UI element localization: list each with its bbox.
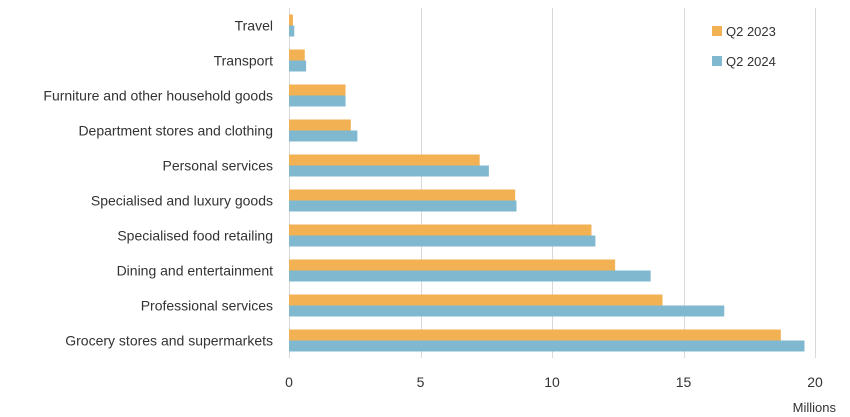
bar-q2-2023-3 bbox=[289, 119, 351, 131]
bar-q2-2024-9 bbox=[289, 340, 805, 352]
bar-q2-2024-5 bbox=[289, 200, 517, 212]
bar-q2-2024-2 bbox=[289, 95, 346, 107]
bar-q2-2024-1 bbox=[289, 60, 307, 72]
legend-label-0: Q2 2023 bbox=[726, 24, 776, 39]
bar-q2-2024-4 bbox=[289, 165, 489, 177]
bar-q2-2023-5 bbox=[289, 189, 516, 201]
category-label-0: Travel bbox=[235, 18, 273, 34]
bar-q2-2024-7 bbox=[289, 270, 651, 282]
x-tick-label-1: 5 bbox=[417, 374, 425, 390]
x-tick-label-2: 10 bbox=[544, 374, 560, 390]
bar-q2-2023-9 bbox=[289, 329, 781, 341]
category-label-8: Professional services bbox=[141, 298, 273, 314]
category-label-7: Dining and entertainment bbox=[117, 263, 274, 279]
x-axis-unit-label: Millions bbox=[793, 400, 837, 415]
bar-q2-2024-3 bbox=[289, 130, 358, 142]
category-label-3: Department stores and clothing bbox=[78, 123, 273, 139]
legend: Q2 2023 Q2 2024 bbox=[712, 24, 776, 69]
category-label-4: Personal services bbox=[163, 158, 274, 174]
bar-q2-2023-7 bbox=[289, 259, 616, 271]
x-axis-ticks: 0 5 10 15 20 bbox=[285, 374, 823, 390]
category-label-2: Furniture and other household goods bbox=[43, 88, 273, 104]
bars bbox=[289, 14, 805, 352]
category-label-5: Specialised and luxury goods bbox=[91, 193, 273, 209]
x-tick-label-0: 0 bbox=[285, 374, 293, 390]
bar-q2-2023-1 bbox=[289, 49, 305, 61]
category-label-9: Grocery stores and supermarkets bbox=[65, 333, 273, 349]
bar-q2-2024-8 bbox=[289, 305, 725, 317]
bar-q2-2023-2 bbox=[289, 84, 346, 96]
legend-label-1: Q2 2024 bbox=[726, 54, 776, 69]
bar-q2-2024-0 bbox=[289, 25, 295, 37]
bar-q2-2024-6 bbox=[289, 235, 596, 247]
category-label-1: Transport bbox=[214, 53, 274, 69]
legend-swatch-1 bbox=[712, 56, 722, 66]
bar-q2-2023-6 bbox=[289, 224, 592, 236]
x-tick-label-3: 15 bbox=[676, 374, 692, 390]
category-label-6: Specialised food retailing bbox=[117, 228, 273, 244]
category-labels: Travel Transport Furniture and other house… bbox=[43, 18, 273, 349]
legend-swatch-0 bbox=[712, 26, 722, 36]
bar-q2-2023-0 bbox=[289, 14, 293, 26]
bar-q2-2023-4 bbox=[289, 154, 480, 166]
x-tick-label-4: 20 bbox=[807, 374, 823, 390]
bar-q2-2023-8 bbox=[289, 294, 663, 306]
